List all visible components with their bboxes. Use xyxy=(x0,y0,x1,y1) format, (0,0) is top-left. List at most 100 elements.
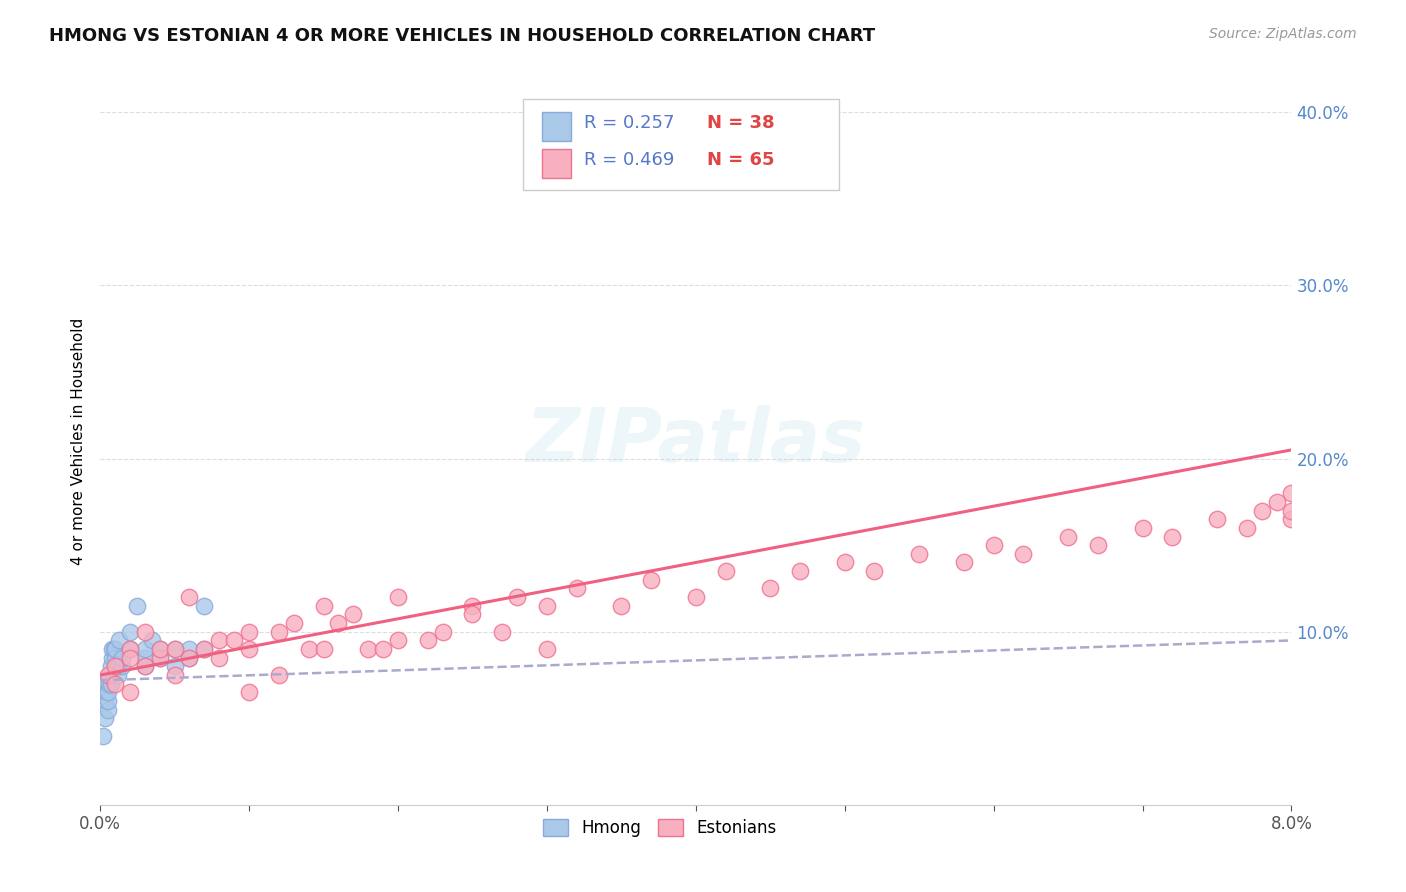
Point xyxy=(208,650,231,665)
Point xyxy=(179,590,201,604)
Point xyxy=(1132,521,1154,535)
Point xyxy=(98,677,121,691)
Point xyxy=(134,659,156,673)
Text: R = 0.257: R = 0.257 xyxy=(583,114,675,132)
Point xyxy=(101,650,124,665)
Point xyxy=(1161,529,1184,543)
Point xyxy=(536,599,558,613)
Point xyxy=(224,633,246,648)
Point xyxy=(134,642,156,657)
Point xyxy=(149,650,172,665)
Point xyxy=(1236,521,1258,535)
Point xyxy=(238,624,260,639)
Point xyxy=(118,642,141,657)
Point xyxy=(149,642,172,657)
Point xyxy=(108,633,131,648)
Point xyxy=(759,582,782,596)
Point xyxy=(141,633,163,648)
FancyBboxPatch shape xyxy=(543,149,571,178)
Point xyxy=(1281,503,1303,517)
Point xyxy=(127,599,149,613)
Point xyxy=(163,642,186,657)
Point xyxy=(104,650,127,665)
Point xyxy=(1012,547,1035,561)
Point xyxy=(371,642,394,657)
Text: N = 38: N = 38 xyxy=(707,114,775,132)
Point xyxy=(834,556,856,570)
Point xyxy=(134,650,156,665)
Point xyxy=(179,650,201,665)
Point xyxy=(267,624,290,639)
Point xyxy=(983,538,1005,552)
Point xyxy=(104,677,127,691)
Point xyxy=(1281,512,1303,526)
Point xyxy=(312,599,335,613)
Point xyxy=(100,659,122,673)
Point xyxy=(536,642,558,657)
Point xyxy=(461,599,484,613)
Legend: Hmong, Estonians: Hmong, Estonians xyxy=(537,813,783,844)
Point xyxy=(461,607,484,622)
Point xyxy=(118,624,141,639)
Text: HMONG VS ESTONIAN 4 OR MORE VEHICLES IN HOUSEHOLD CORRELATION CHART: HMONG VS ESTONIAN 4 OR MORE VEHICLES IN … xyxy=(49,27,876,45)
Point xyxy=(238,642,260,657)
Point xyxy=(267,668,290,682)
Point xyxy=(328,616,350,631)
Point xyxy=(416,633,439,648)
Point xyxy=(238,685,260,699)
Point xyxy=(714,564,737,578)
Point xyxy=(97,694,120,708)
Point xyxy=(163,659,186,673)
Point xyxy=(789,564,811,578)
Point xyxy=(312,642,335,657)
Point xyxy=(640,573,662,587)
Point xyxy=(908,547,931,561)
Point xyxy=(94,685,117,699)
Point xyxy=(179,642,201,657)
Point xyxy=(107,659,129,673)
Point xyxy=(179,650,201,665)
Point xyxy=(149,650,172,665)
Point xyxy=(97,668,120,682)
Text: N = 65: N = 65 xyxy=(707,152,775,169)
Point xyxy=(97,703,120,717)
Point xyxy=(97,685,120,699)
Point xyxy=(387,590,409,604)
Point xyxy=(283,616,305,631)
Point xyxy=(118,650,141,665)
Point xyxy=(208,633,231,648)
FancyBboxPatch shape xyxy=(543,112,571,141)
Text: R = 0.469: R = 0.469 xyxy=(583,152,675,169)
Text: Source: ZipAtlas.com: Source: ZipAtlas.com xyxy=(1209,27,1357,41)
Point xyxy=(101,642,124,657)
Point xyxy=(1250,503,1272,517)
Point xyxy=(1265,495,1288,509)
Point xyxy=(107,668,129,682)
Y-axis label: 4 or more Vehicles in Household: 4 or more Vehicles in Household xyxy=(72,318,86,565)
Point xyxy=(118,642,141,657)
Point xyxy=(193,642,215,657)
Point xyxy=(387,633,409,648)
Point xyxy=(297,642,319,657)
Point xyxy=(1087,538,1109,552)
Point xyxy=(1057,529,1080,543)
Point xyxy=(134,624,156,639)
Point xyxy=(1281,486,1303,500)
Point xyxy=(118,685,141,699)
Point xyxy=(134,659,156,673)
Point xyxy=(98,668,121,682)
Point xyxy=(1206,512,1229,526)
Point xyxy=(91,729,114,743)
Point xyxy=(953,556,976,570)
Point xyxy=(491,624,513,639)
Text: ZIPatlas: ZIPatlas xyxy=(526,405,866,478)
Point xyxy=(506,590,529,604)
Point xyxy=(685,590,707,604)
Point xyxy=(357,642,380,657)
Point xyxy=(111,659,134,673)
Point xyxy=(193,642,215,657)
Point xyxy=(610,599,633,613)
Point xyxy=(103,642,125,657)
Point xyxy=(193,599,215,613)
Point xyxy=(111,650,134,665)
